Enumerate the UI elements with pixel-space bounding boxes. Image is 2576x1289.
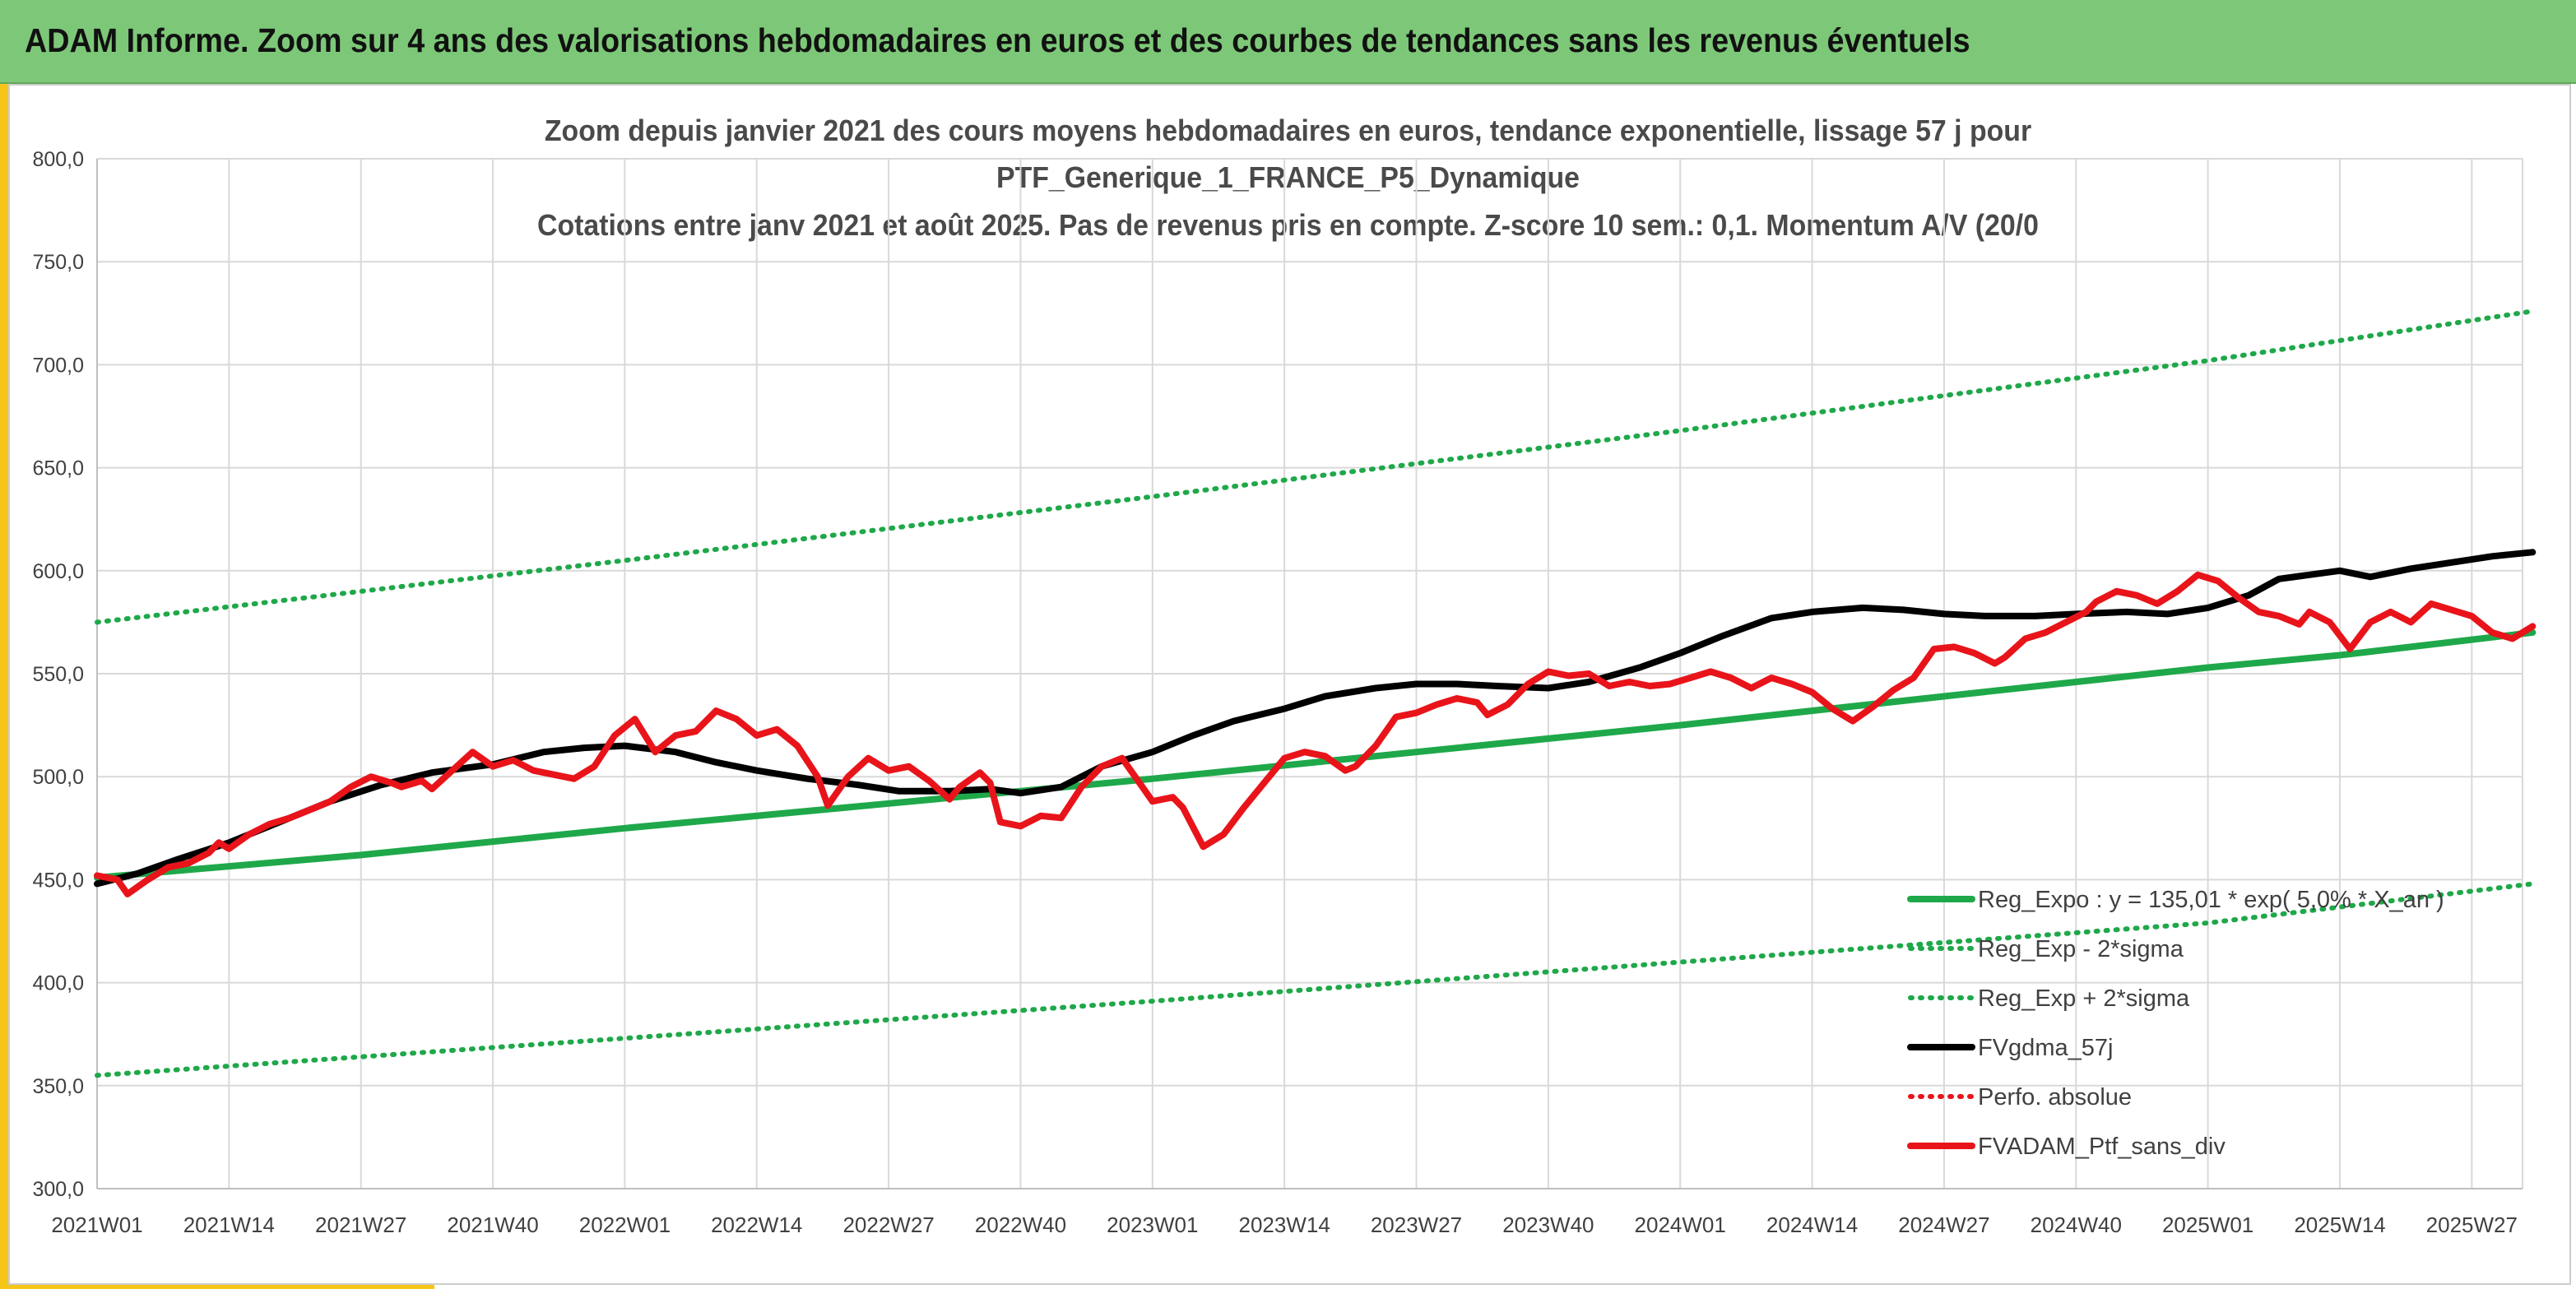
series-line-3 — [94, 549, 2537, 888]
chart-title-line-2: PTF_Generique_1_FRANCE_P5_Dynamique — [996, 160, 1580, 194]
legend-label-0: Reg_Expo : y = 135,01 * exp( 5,0% * X_an… — [1978, 887, 2444, 913]
x-tick-label: 2022W01 — [579, 1212, 671, 1237]
x-tick-label: 2023W27 — [1371, 1212, 1462, 1237]
x-tick-label: 2025W14 — [2294, 1212, 2385, 1237]
chart-title-line-3: Cotations entre janv 2021 et août 2025. … — [537, 208, 2039, 242]
chart-title-line-1: Zoom depuis janvier 2021 des cours moyen… — [544, 114, 2032, 147]
series-line-0 — [94, 628, 2537, 881]
x-tick-label: 2024W27 — [1898, 1212, 1989, 1237]
x-tick-label: 2022W27 — [842, 1212, 934, 1237]
x-tick-label: 2024W14 — [1766, 1212, 1858, 1237]
legend-label-5: FVADAM_Ptf_sans_div — [1978, 1134, 2226, 1160]
legend-label-4: Perfo. absolue — [1978, 1084, 2132, 1110]
y-tick-label: 300,0 — [32, 1178, 84, 1201]
x-tick-label: 2021W01 — [51, 1212, 142, 1237]
y-tick-label: 800,0 — [32, 148, 84, 171]
y-tick-label: 500,0 — [32, 766, 84, 789]
series-line-1 — [95, 881, 2536, 1078]
legend-label-2: Reg_Exp + 2*sigma — [1978, 985, 2190, 1012]
y-tick-label: 750,0 — [32, 251, 84, 274]
series-line-2 — [95, 308, 2536, 625]
x-tick-label: 2021W27 — [315, 1212, 406, 1237]
chart-frame — [8, 84, 2571, 1285]
x-tick-label: 2023W14 — [1239, 1212, 1330, 1237]
y-tick-label: 600,0 — [32, 560, 84, 583]
x-tick-label: 2024W40 — [2031, 1212, 2122, 1237]
page-title: ADAM Informe. Zoom sur 4 ans des valoris… — [25, 21, 1970, 59]
y-tick-label: 400,0 — [32, 972, 84, 995]
y-tick-label: 350,0 — [32, 1075, 84, 1098]
x-tick-label: 2022W14 — [711, 1212, 802, 1237]
y-tick-label: 550,0 — [32, 663, 84, 686]
x-tick-label: 2025W01 — [2162, 1212, 2253, 1237]
x-tick-label: 2021W40 — [447, 1212, 538, 1237]
legend-label-3: FVgdma_57j — [1978, 1035, 2113, 1061]
y-tick-label: 450,0 — [32, 869, 84, 892]
y-tick-label: 700,0 — [32, 354, 84, 377]
y-tick-label: 650,0 — [32, 457, 84, 480]
x-tick-label: 2023W40 — [1502, 1212, 1594, 1237]
header-bar: ADAM Informe. Zoom sur 4 ans des valoris… — [0, 0, 2576, 84]
x-tick-label: 2025W27 — [2426, 1212, 2518, 1237]
x-tick-label: 2022W40 — [975, 1212, 1066, 1237]
x-tick-label: 2024W01 — [1635, 1212, 1726, 1237]
accent-bar-left — [0, 84, 10, 1289]
legend-label-1: Reg_Exp - 2*sigma — [1978, 936, 2184, 962]
x-tick-label: 2023W01 — [1107, 1212, 1198, 1237]
x-tick-label: 2021W14 — [183, 1212, 275, 1237]
series-line-5 — [94, 571, 2537, 897]
